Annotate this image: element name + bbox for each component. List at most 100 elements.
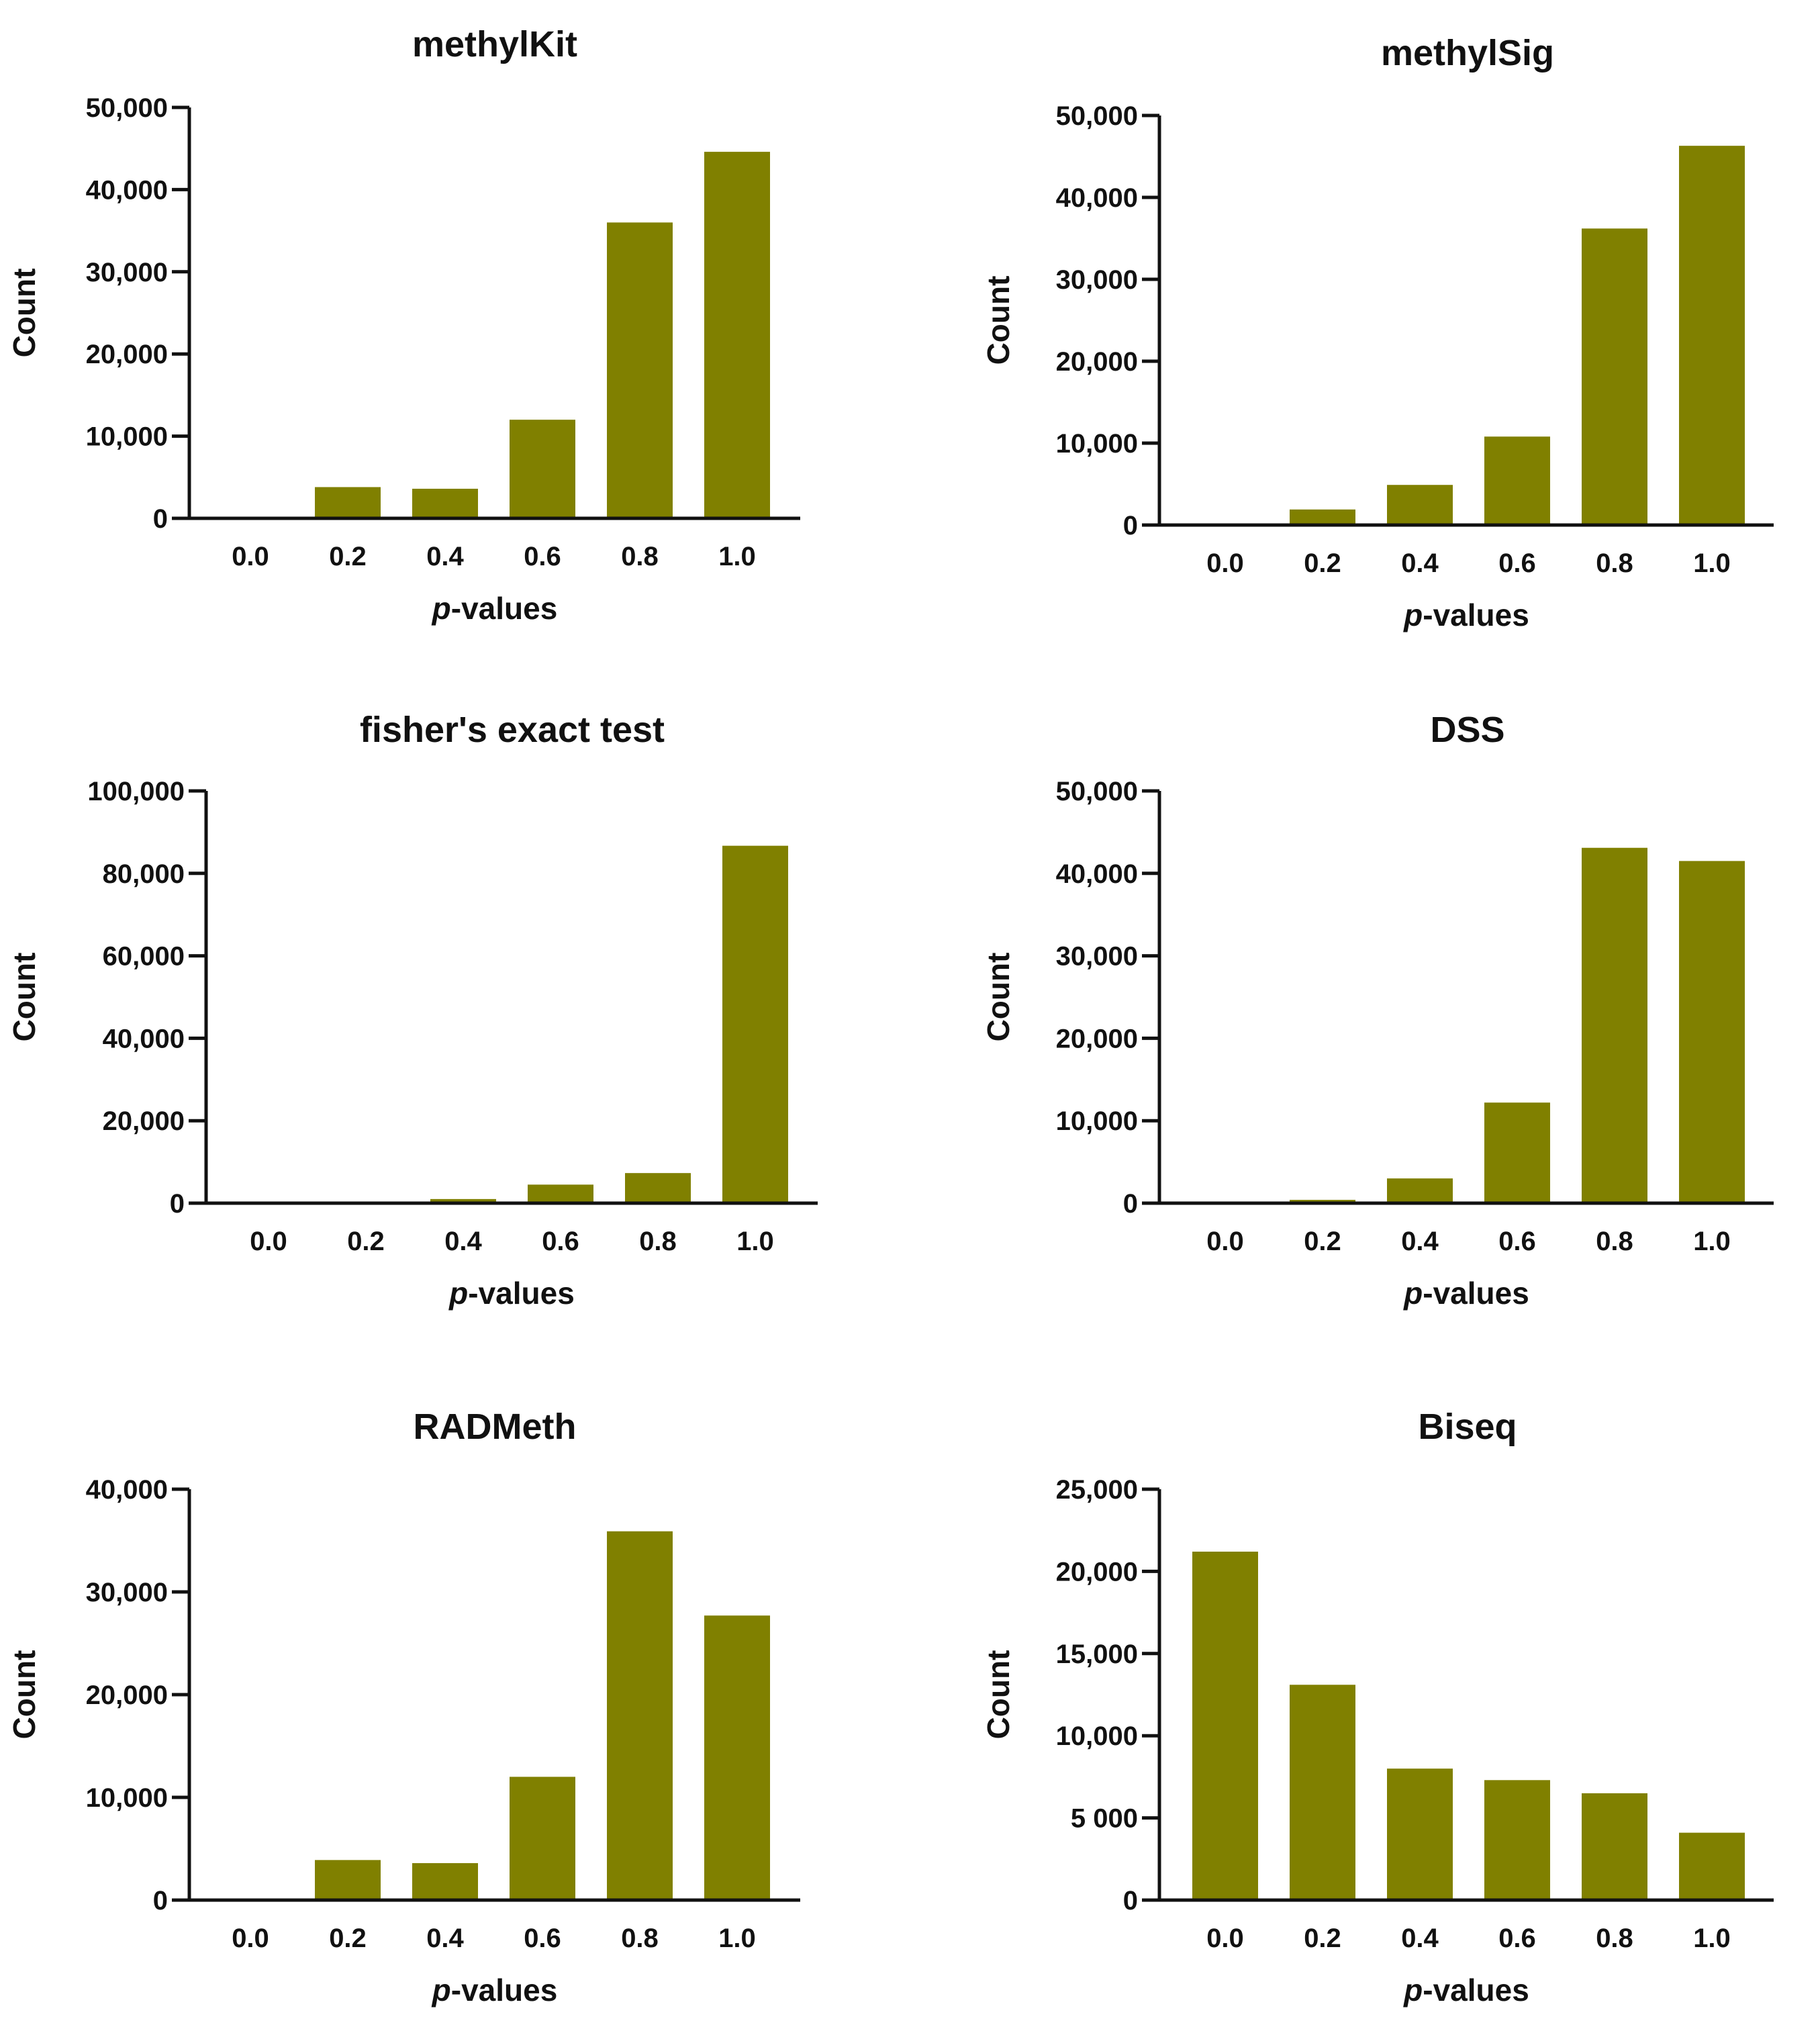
bar-0.6 (528, 1184, 593, 1203)
bar-0.0 (1192, 1552, 1258, 1900)
x-tick-label: 1.0 (718, 542, 756, 571)
y-tick-label: 40,000 (86, 1475, 168, 1505)
bar-0.4 (430, 1198, 496, 1203)
y-axis-title: Count (981, 1650, 1016, 1740)
x-axis-title-rest: -values (451, 591, 558, 626)
x-tick-label: 0.0 (250, 1227, 287, 1256)
y-axis-title: Count (981, 953, 1016, 1042)
y-tick-label: 20,000 (86, 1681, 168, 1710)
bar-1.0 (704, 152, 770, 518)
x-tick-label: 0.2 (1304, 1924, 1341, 1953)
chart-panel-4: DSS 0 10,000 20,000 30,000 40,000 50,000 0.0 0.2… (981, 710, 1774, 1311)
y-tick-label: 40,000 (1056, 859, 1138, 889)
bar-0.8 (607, 1531, 673, 1900)
x-tick-label: 0.6 (524, 1924, 561, 1953)
bar-1.0 (1679, 861, 1745, 1203)
x-tick-label: 0.8 (1596, 549, 1633, 578)
bar-0.2 (1290, 1685, 1355, 1900)
x-axis-title-rest: -values (1423, 1973, 1529, 2008)
x-axis-title-italic: p (1402, 1973, 1423, 2008)
y-tick-label: 40,000 (103, 1024, 185, 1053)
x-tick-label: 0.4 (1401, 1227, 1439, 1256)
x-axis-title: p-values (1402, 1276, 1529, 1311)
x-axis-title-rest: -values (451, 1973, 558, 2008)
x-tick-label: 0.2 (347, 1227, 385, 1256)
bar-0.2 (1290, 509, 1355, 525)
x-tick-label: 0.2 (1304, 1227, 1341, 1256)
chart-title: fisher's exact test (360, 710, 665, 750)
x-tick-label: 1.0 (1693, 1924, 1731, 1953)
y-tick-label: 15,000 (1056, 1640, 1138, 1669)
chart-title: methylKit (412, 24, 577, 64)
chart-panel-6: Biseq 0 5 000 10,000 15,000 20,000 25,000 0.0 0.… (981, 1407, 1774, 2008)
x-axis-title-rest: -values (468, 1276, 575, 1311)
y-tick-label: 20,000 (103, 1106, 185, 1136)
bar-0.4 (412, 488, 478, 518)
y-tick-label: 50,000 (1056, 777, 1138, 806)
y-tick-label: 10,000 (86, 422, 168, 452)
bar-0.2 (315, 487, 381, 518)
x-axis-title-italic: p (431, 591, 451, 626)
x-tick-label: 0.8 (621, 542, 659, 571)
x-tick-label: 0.8 (621, 1924, 659, 1953)
y-tick-label: 40,000 (86, 175, 168, 205)
x-axis-title: p-values (1402, 598, 1529, 632)
y-tick-label: 5 000 (1071, 1804, 1138, 1834)
bar-0.4 (1387, 1178, 1453, 1203)
y-tick-label: 50,000 (86, 93, 168, 123)
y-axis-title: Count (7, 269, 42, 358)
x-tick-label: 0.6 (542, 1227, 579, 1256)
y-tick-label: 30,000 (1056, 942, 1138, 972)
chart-panel-3: fisher's exact test 0 20,000 40,000 60,000 80… (7, 710, 818, 1311)
x-axis-title-italic: p (448, 1276, 468, 1311)
bar-0.8 (1582, 228, 1647, 525)
x-axis-title-italic: p (1402, 598, 1423, 632)
x-tick-label: 1.0 (736, 1227, 774, 1256)
y-tick-label: 30,000 (86, 1578, 168, 1607)
x-axis-title: p-values (431, 1973, 558, 2008)
bar-0.6 (1484, 1780, 1550, 1900)
y-tick-label: 0 (1123, 511, 1138, 540)
bar-1.0 (1679, 146, 1745, 525)
x-tick-label: 0.6 (1498, 1227, 1536, 1256)
y-tick-label: 0 (1123, 1189, 1138, 1219)
x-tick-label: 0.2 (1304, 549, 1341, 578)
chart-panel-2: methylSig 0 10,000 20,000 30,000 40,000 50,000… (981, 33, 1774, 632)
x-tick-label: 0.8 (1596, 1227, 1633, 1256)
chart-panel-1: methylKit 0 10,000 20,000 30,000 40,000 50,000… (7, 24, 800, 626)
bar-1.0 (722, 845, 788, 1203)
y-tick-label: 20,000 (1056, 347, 1138, 377)
x-axis-title: p-values (1402, 1973, 1529, 2008)
y-tick-label: 0 (1123, 1886, 1138, 1916)
x-tick-label: 1.0 (718, 1924, 756, 1953)
bar-0.8 (625, 1173, 691, 1203)
y-tick-label: 30,000 (1056, 265, 1138, 295)
chart-panel-5: RADMeth 0 10,000 20,000 30,000 40,000 0.0 0.2 0.… (7, 1407, 800, 2008)
x-tick-label: 0.6 (1498, 549, 1536, 578)
y-axis-title: Count (981, 276, 1016, 365)
x-tick-label: 1.0 (1693, 549, 1731, 578)
x-axis-title: p-values (448, 1276, 575, 1311)
bar-0.4 (1387, 1768, 1453, 1900)
y-tick-label: 40,000 (1056, 183, 1138, 213)
y-tick-label: 60,000 (103, 942, 185, 972)
y-tick-label: 0 (170, 1189, 185, 1219)
y-tick-label: 25,000 (1056, 1475, 1138, 1505)
chart-title: methylSig (1381, 33, 1554, 73)
chart-title: DSS (1430, 710, 1504, 750)
y-axis-title: Count (7, 953, 42, 1042)
bar-0.6 (510, 420, 575, 518)
x-tick-label: 0.2 (329, 542, 367, 571)
x-tick-label: 0.0 (232, 1924, 269, 1953)
chart-title: RADMeth (414, 1407, 577, 1447)
y-tick-label: 100,000 (87, 777, 185, 806)
y-tick-label: 10,000 (1056, 429, 1138, 459)
x-tick-label: 0.2 (329, 1924, 367, 1953)
x-axis-title-italic: p (431, 1973, 451, 2008)
y-tick-label: 30,000 (86, 258, 168, 287)
bar-0.4 (1387, 485, 1453, 525)
bar-0.6 (510, 1777, 575, 1900)
x-tick-label: 0.4 (426, 542, 464, 571)
bar-0.4 (412, 1862, 478, 1900)
